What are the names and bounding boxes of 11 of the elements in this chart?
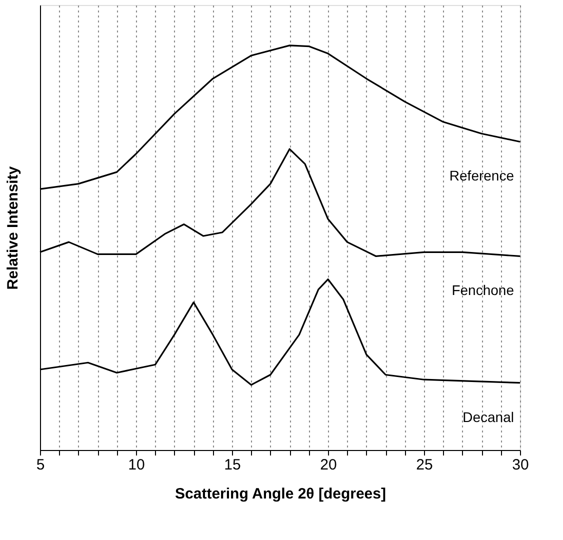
x-tick-label: 5 xyxy=(36,456,45,474)
series-label: Fenchone xyxy=(452,282,514,298)
x-tick-label: 20 xyxy=(320,456,337,474)
x-tick-label: 15 xyxy=(224,456,241,474)
x-axis-title: Scattering Angle 2θ [degrees] xyxy=(175,486,386,502)
series-label: Decanal xyxy=(462,408,514,425)
x-tick-label: 10 xyxy=(128,456,145,474)
y-axis-title: Relative Intensity xyxy=(4,166,22,290)
series-label: Reference xyxy=(449,168,514,184)
x-tick-label: 25 xyxy=(416,456,433,474)
x-tick-label: 30 xyxy=(512,456,529,474)
